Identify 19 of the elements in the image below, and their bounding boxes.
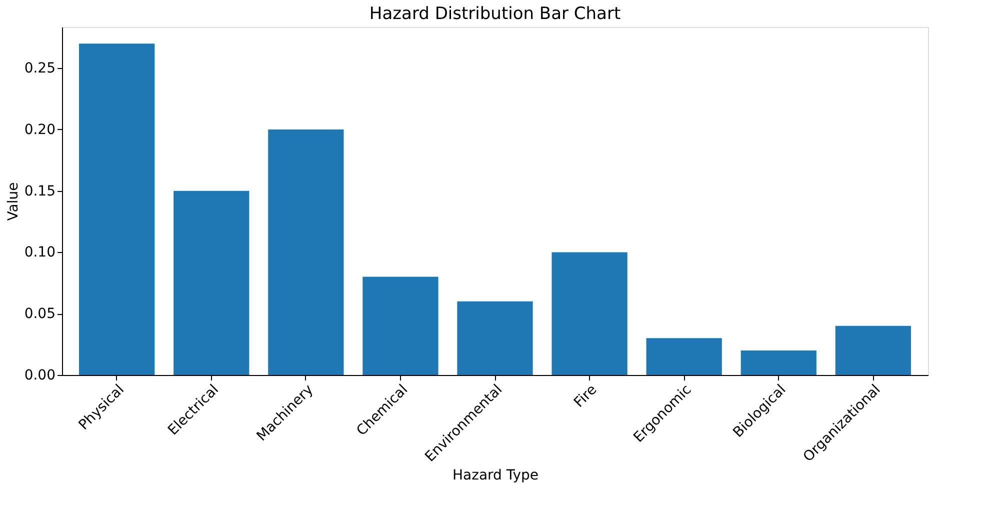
y-axis-title: Value bbox=[5, 182, 22, 221]
bar bbox=[362, 276, 438, 375]
bar bbox=[457, 301, 533, 375]
bar bbox=[835, 326, 911, 375]
bar bbox=[268, 129, 344, 375]
y-tick-label: 0.20 bbox=[24, 122, 56, 138]
x-tick-label: Fire bbox=[571, 382, 600, 411]
y-tick-label: 0.05 bbox=[24, 306, 56, 322]
y-tick-label: 0.00 bbox=[24, 368, 56, 384]
bar bbox=[174, 190, 250, 375]
bar bbox=[646, 338, 722, 375]
bar bbox=[552, 252, 628, 375]
bar bbox=[79, 44, 155, 375]
x-axis-title: Hazard Type bbox=[452, 468, 539, 484]
chart-title: Hazard Distribution Bar Chart bbox=[369, 4, 621, 24]
y-tick-label: 0.25 bbox=[24, 60, 56, 77]
bar bbox=[740, 350, 816, 375]
y-tick-label: 0.15 bbox=[24, 183, 56, 200]
y-tick-label: 0.10 bbox=[24, 244, 56, 261]
